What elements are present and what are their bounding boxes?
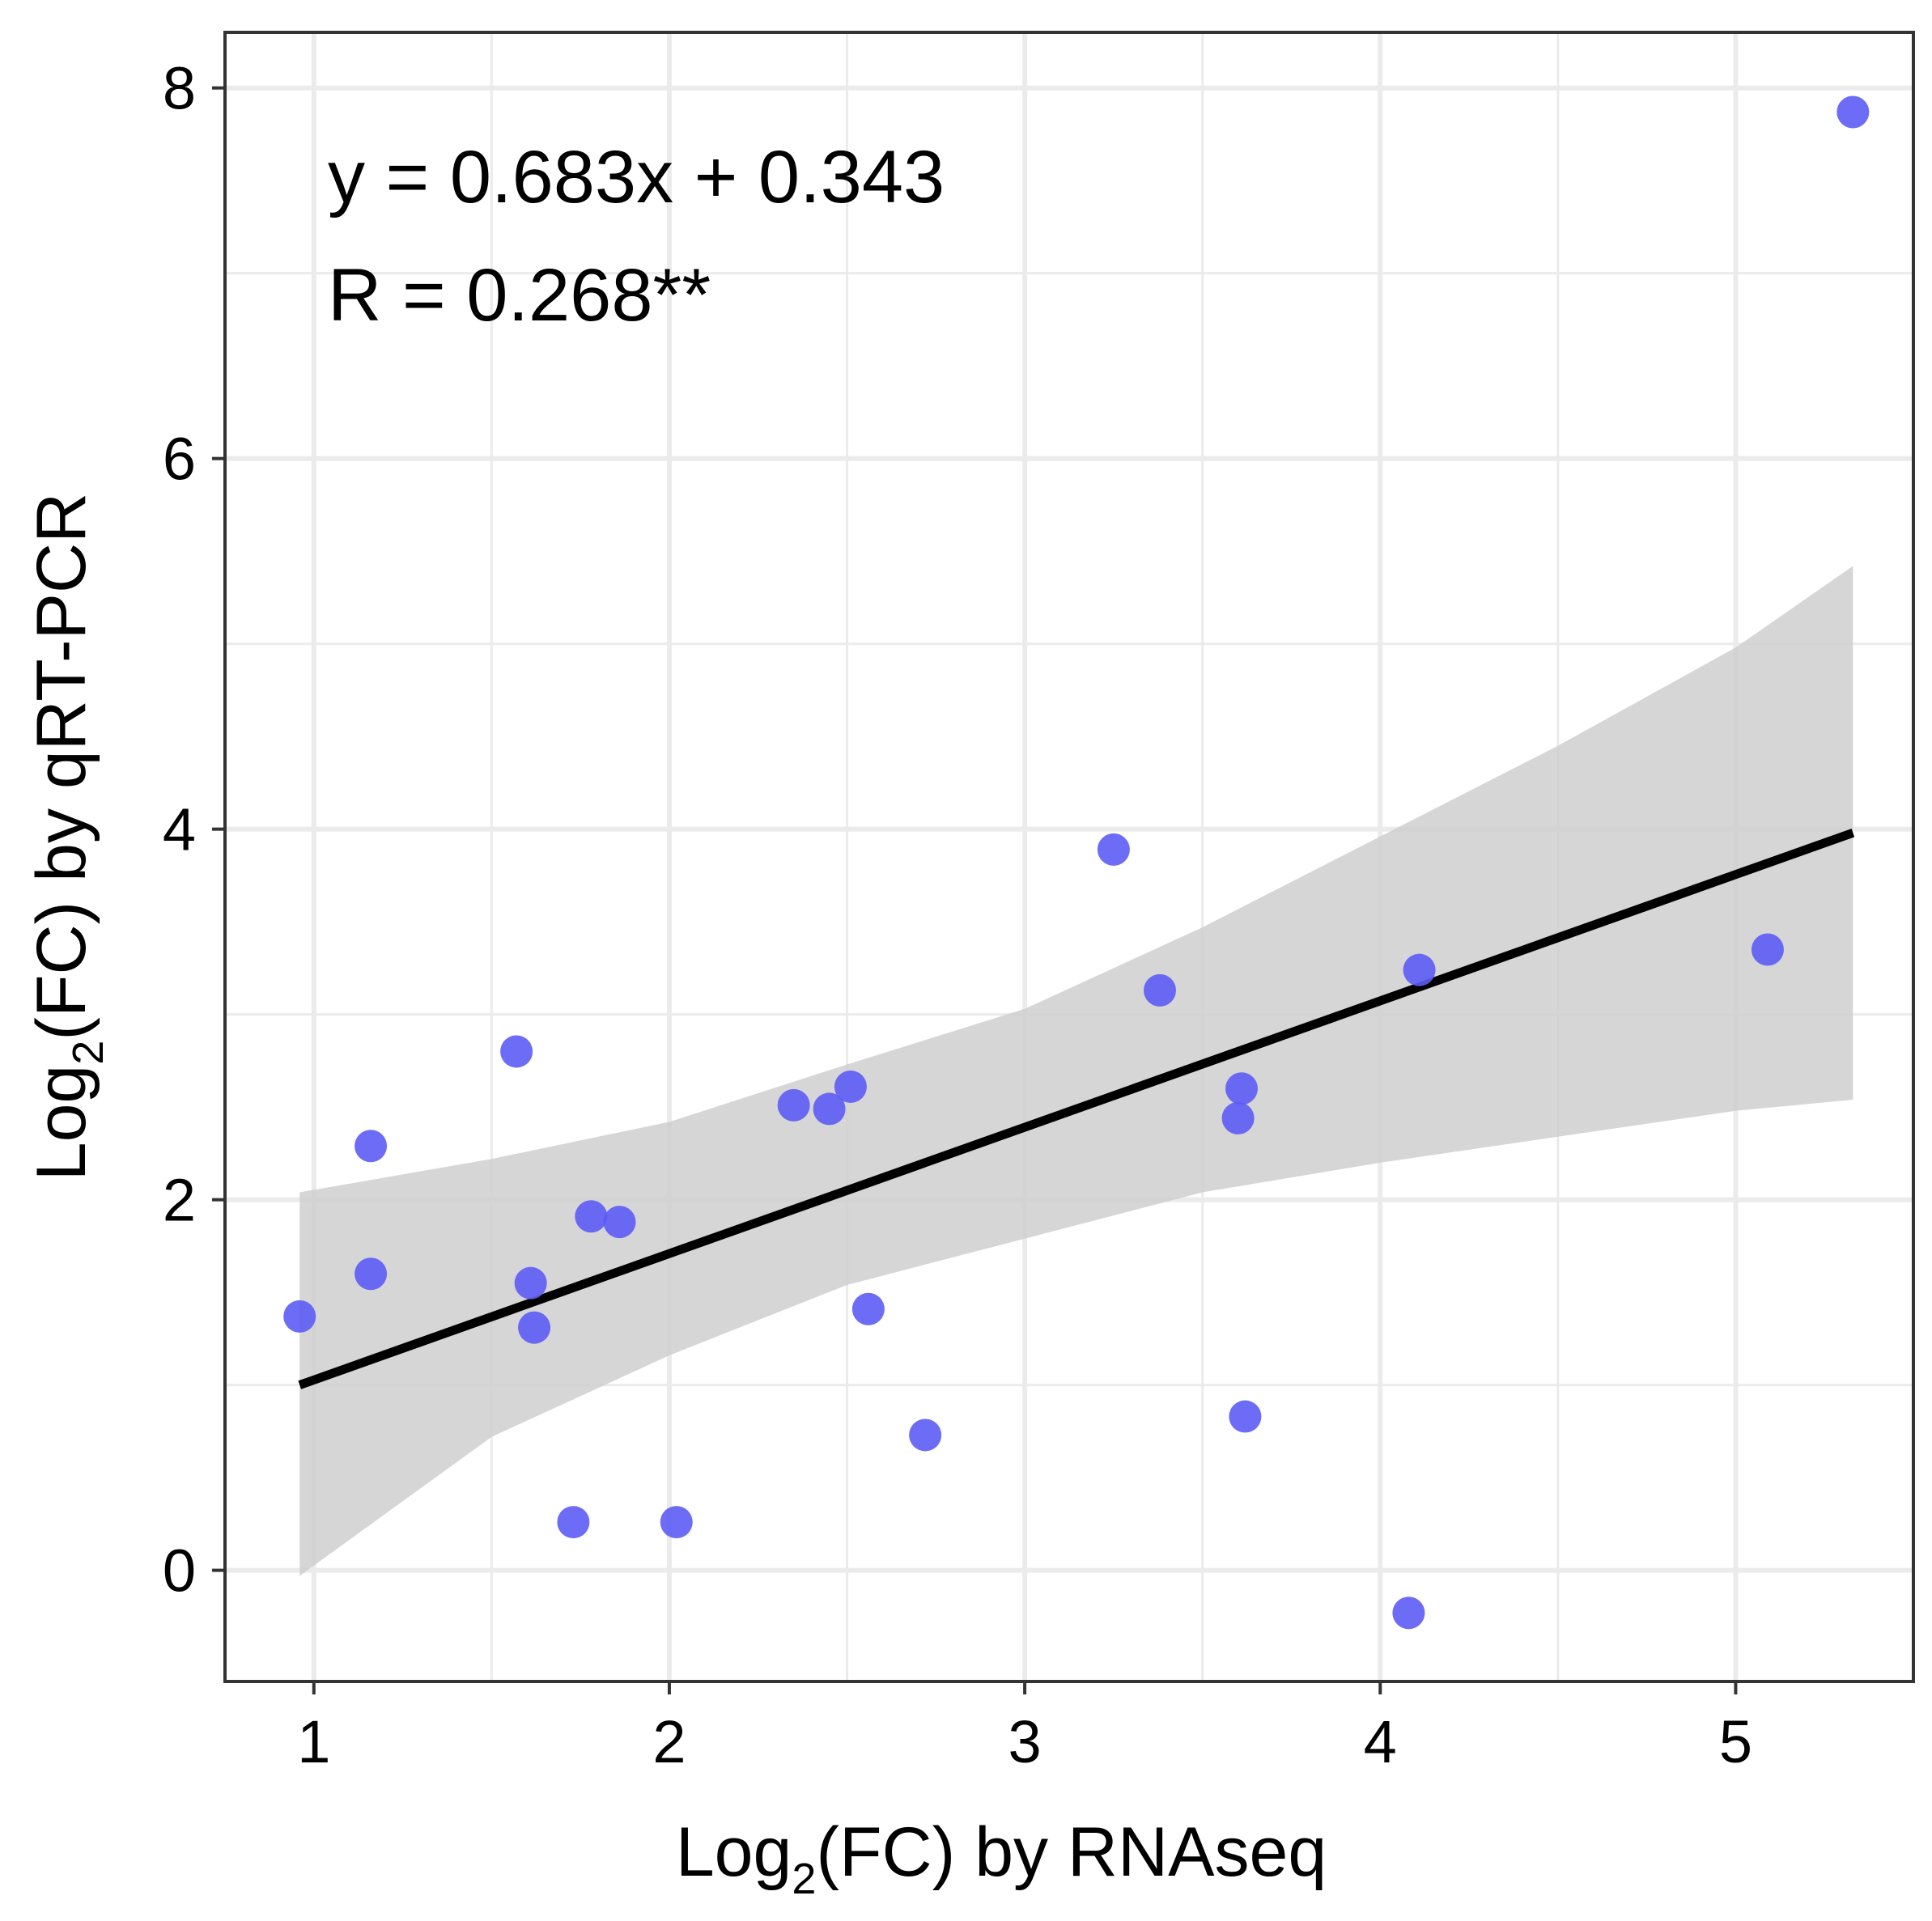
data-point: [1221, 1101, 1255, 1134]
data-point: [1751, 933, 1784, 966]
axis-ticks: 1 2 3 4 5 0 2 4 6 8: [163, 55, 1752, 1775]
x-axis-title-suffix: (FC) by RNAseq: [816, 1813, 1327, 1891]
y-tick-label: 4: [163, 796, 196, 863]
regression-line: [298, 829, 1855, 1389]
y-tick-label: 0: [163, 1537, 196, 1605]
x-axis-title: Log2(FC) by RNAseq: [676, 1813, 1327, 1903]
y-tick-label: 2: [163, 1167, 196, 1234]
data-point: [518, 1311, 551, 1344]
data-point: [834, 1070, 867, 1103]
data-points: [283, 95, 1870, 1630]
data-point: [660, 1506, 693, 1539]
x-tick-label: 4: [1364, 1708, 1397, 1775]
y-tick-label: 8: [163, 55, 196, 122]
data-point: [575, 1200, 608, 1233]
data-point: [1229, 1400, 1262, 1433]
y-axis-title-suffix: (FC) by qRT-PCR: [23, 493, 100, 1041]
data-point: [1143, 973, 1176, 1007]
data-point: [355, 1130, 388, 1163]
data-point: [603, 1206, 636, 1239]
confidence-band: [299, 566, 1853, 1576]
x-tick-label: 1: [297, 1708, 330, 1775]
data-point: [355, 1257, 388, 1291]
data-point: [500, 1035, 533, 1068]
data-point: [557, 1506, 590, 1539]
data-point: [777, 1088, 810, 1122]
y-axis-title-subscript: 2: [64, 1041, 113, 1065]
x-tick-label: 5: [1719, 1708, 1752, 1775]
y-tick-label: 6: [163, 426, 196, 493]
y-axis-title: Log2(FC) by qRT-PCR: [23, 493, 113, 1181]
x-axis-title-subscript: 2: [792, 1855, 816, 1903]
data-point: [283, 1300, 316, 1333]
data-point: [813, 1092, 846, 1126]
data-point: [851, 1292, 885, 1325]
data-point: [1403, 953, 1436, 986]
regression-equation: y = 0.683x + 0.343: [328, 136, 945, 218]
data-point: [909, 1418, 942, 1452]
x-axis-title-prefix: Log: [676, 1813, 792, 1891]
x-tick-label: 3: [1008, 1708, 1042, 1775]
data-point: [514, 1266, 547, 1300]
correlation-label: R = 0.268**: [328, 254, 711, 337]
data-point: [1836, 95, 1870, 129]
data-point: [1225, 1072, 1258, 1105]
data-point: [1392, 1597, 1425, 1630]
plot-frame: [223, 31, 1915, 1683]
y-axis-title-prefix: Log: [23, 1065, 100, 1181]
x-tick-label: 2: [652, 1708, 686, 1775]
data-point: [1097, 833, 1130, 866]
